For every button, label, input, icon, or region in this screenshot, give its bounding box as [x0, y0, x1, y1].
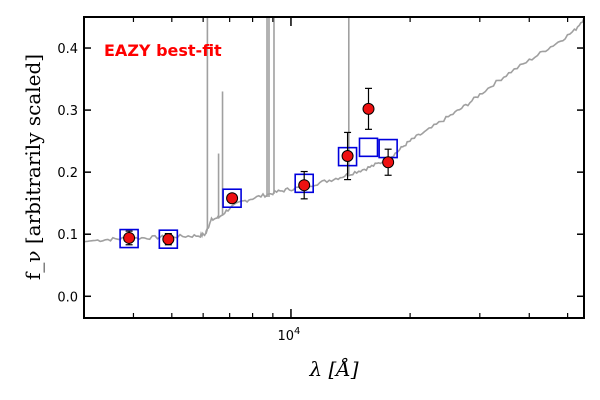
y-tick-label: 0.4 — [57, 42, 78, 57]
x-axis-label: λ [Å] — [308, 356, 358, 381]
observed-photometry-point — [162, 233, 175, 246]
observed-photometry-point — [123, 231, 136, 244]
y-tick-label: 0.0 — [57, 290, 78, 305]
observed-photometry-point — [341, 150, 354, 163]
observed-photometry-point — [298, 179, 311, 192]
y-tick-label: 0.2 — [57, 166, 78, 181]
model-photometry-point — [358, 137, 379, 158]
model-photometry-point — [158, 229, 179, 249]
model-photometry-point — [222, 188, 242, 209]
observed-photometry-point — [226, 192, 239, 205]
model-photometry-point — [119, 228, 139, 249]
plot-frame — [83, 16, 585, 319]
template-spectrum — [84, 17, 584, 243]
observed-photometry-point — [382, 156, 395, 169]
x-tick-label: 104 — [277, 326, 300, 344]
plot-content — [84, 17, 584, 249]
y-tick-label: 0.1 — [57, 228, 78, 243]
annotation-label: EAZY best-fit — [104, 41, 222, 60]
y-axis-label: f_ν [arbitrarily scaled] — [21, 54, 45, 280]
y-tick-label: 0.3 — [57, 104, 78, 119]
axis-ticks: 0.0 0.1 0.2 0.3 0.4 104 — [57, 17, 584, 344]
observed-photometry-point — [362, 102, 375, 115]
